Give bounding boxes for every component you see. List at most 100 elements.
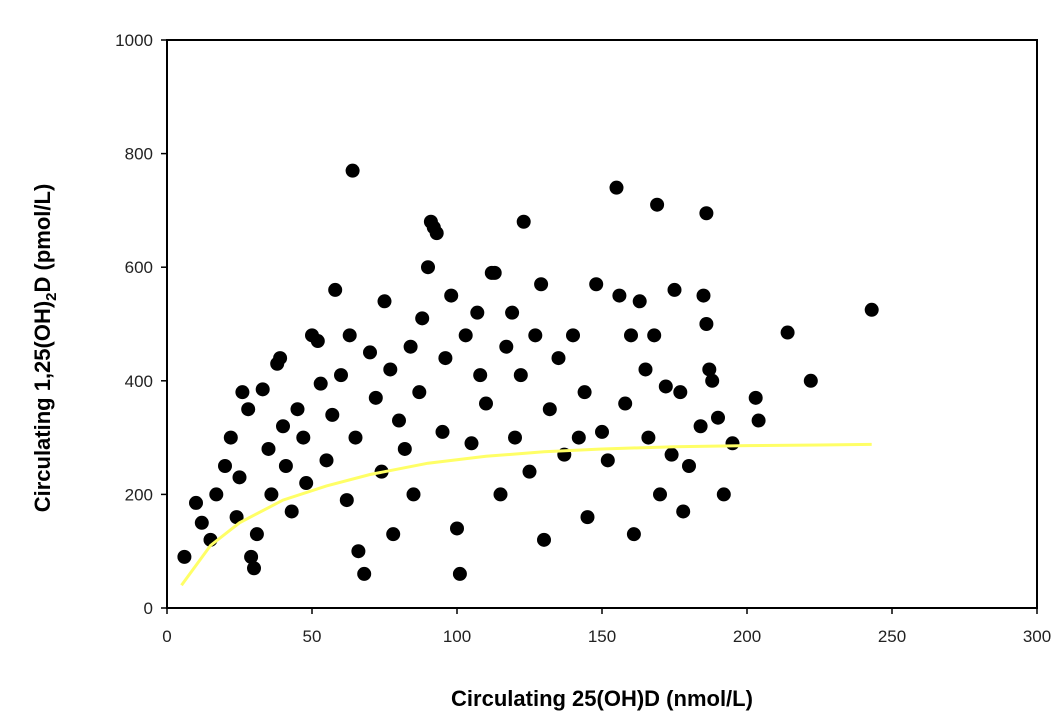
data-point [403,339,418,354]
data-point [415,311,430,326]
data-point [696,288,711,303]
data-point [284,504,299,519]
data-point [194,515,209,530]
data-point [624,328,638,343]
data-point [751,413,766,428]
data-point [229,510,244,525]
data-point [377,294,392,309]
x-tick-label: 250 [878,627,906,646]
data-point [664,447,679,462]
data-point [513,368,528,383]
data-point [702,362,717,377]
y-axis-title-suffix: D (pmol/L) [30,184,55,293]
data-point [189,495,203,510]
data-point [458,328,473,343]
data-point [247,561,261,576]
data-point [249,527,264,542]
y-axis-title-prefix: Circulating 1,25(OH) [30,301,55,512]
data-point [699,317,714,331]
data-point [673,385,688,400]
data-point [699,206,714,221]
data-point [264,487,279,502]
data-point [310,334,325,349]
data-point [235,385,250,400]
data-point [725,436,740,451]
data-point [223,430,238,445]
data-point [493,487,508,502]
data-point [653,487,667,502]
data-point [339,493,354,508]
x-tick-label: 200 [733,627,761,646]
data-point [566,328,580,343]
data-point [342,328,357,343]
data-point [209,487,224,502]
data-point [711,410,725,425]
data-point [748,390,763,405]
data-point [406,487,421,502]
data-point [571,430,586,445]
data-point [412,385,427,400]
y-tick-label: 600 [125,258,153,277]
data-point [650,197,665,212]
data-point [357,566,372,581]
x-tick-label: 50 [303,627,322,646]
data-point [499,339,514,354]
data-point [290,402,305,417]
data-point [345,163,360,178]
data-point [667,282,682,297]
data-point [803,373,818,388]
data-point [487,265,502,280]
data-point [682,459,696,473]
data-point [464,436,479,451]
data-point [328,282,343,297]
data-point [386,527,401,542]
data-point [452,566,467,581]
data-points [177,163,879,581]
data-point [299,476,314,491]
data-point [450,521,464,536]
data-point [325,407,340,422]
data-point [609,180,624,195]
data-point [334,368,348,383]
data-point [296,430,311,445]
data-point [641,430,656,445]
data-point [319,453,334,468]
data-point [261,441,276,456]
data-point [232,470,247,485]
data-point [273,351,288,366]
data-point [276,419,290,434]
data-point [600,453,615,468]
data-point [658,379,673,394]
data-point [693,419,708,434]
data-point [577,385,592,400]
data-point [218,459,232,473]
x-axis-title: Circulating 25(OH)D (nmol/L) [451,686,753,711]
data-point [435,424,450,439]
y-tick-label: 800 [125,145,153,164]
data-point [864,302,879,317]
data-point [589,277,604,292]
data-point [363,345,377,360]
y-axis-title-subscript: 2 [43,292,60,300]
data-point [647,328,662,343]
data-point [534,277,549,292]
x-tick-label: 150 [588,627,616,646]
y-tick-label: 0 [144,599,153,618]
data-point [313,376,328,391]
data-point [516,214,531,229]
data-point [429,226,444,241]
data-point [244,549,259,564]
data-point [351,544,366,559]
data-point [632,294,647,309]
data-point [580,510,595,525]
data-point [595,424,609,439]
data-point [241,402,256,417]
data-point [278,459,293,473]
data-point [618,396,633,411]
axis-ticks: 0 50 100 150 200 250 300 0 200 400 600 800 1000 [115,31,1051,646]
data-point [368,390,383,405]
data-point [537,532,551,547]
fit-curve [180,442,872,587]
data-point [705,373,720,388]
data-point [421,260,435,275]
